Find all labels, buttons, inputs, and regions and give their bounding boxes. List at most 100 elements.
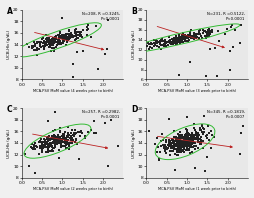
Point (166, 138, 170, 142)
Point (39, 144, 43, 148)
Point (187, 138, 191, 141)
Point (53, 40, 57, 43)
Point (183, 141, 187, 144)
Point (158, 43, 162, 46)
Point (56, 39, 60, 42)
Point (183, 145, 187, 148)
Point (35, 42, 39, 45)
Point (53, 145, 57, 148)
Point (180, 39, 184, 42)
Point (188, 143, 192, 147)
Point (91, 120, 96, 123)
Point (53, 144, 57, 147)
Point (177, 150, 181, 153)
Point (229, 24, 233, 27)
Point (209, 31, 213, 34)
Point (195, 136, 199, 140)
Point (192, 34, 196, 37)
Point (169, 142, 173, 145)
Point (57, 37, 61, 40)
Point (65, 140, 69, 143)
Point (40, 148, 44, 151)
Point (50, 36, 54, 39)
Point (178, 149, 182, 152)
Point (188, 136, 192, 139)
Point (201, 130, 205, 133)
Point (199, 143, 203, 146)
Point (38, 139, 42, 142)
Point (172, 40, 176, 43)
Point (65, 141, 69, 144)
Point (162, 40, 166, 43)
Point (78, 130, 82, 133)
Point (174, 39, 179, 42)
Point (177, 35, 181, 39)
Point (154, 137, 158, 140)
Point (187, 31, 192, 34)
Point (189, 136, 193, 139)
Point (68, 132, 72, 135)
Point (59, 138, 63, 141)
Point (193, 147, 197, 150)
Text: B: B (131, 7, 136, 16)
Point (66, 139, 70, 142)
Point (46, 140, 50, 143)
Point (42, 140, 46, 143)
Point (71, 62, 75, 65)
Point (50, 142, 54, 145)
Point (179, 149, 183, 152)
Point (47, 142, 52, 145)
Point (58, 130, 62, 133)
Point (45, 40, 49, 43)
Point (155, 42, 159, 45)
Point (53, 141, 57, 145)
Point (160, 39, 164, 42)
Point (179, 37, 183, 40)
Point (39, 145, 43, 148)
Point (203, 30, 207, 34)
Point (74, 27, 78, 30)
Point (178, 145, 182, 148)
Point (45, 39, 49, 42)
Point (51, 146, 55, 149)
Point (196, 141, 200, 144)
Point (52, 35, 56, 39)
Point (200, 29, 204, 32)
Point (189, 135, 193, 138)
Point (176, 148, 180, 151)
Point (180, 134, 184, 138)
Point (186, 142, 190, 145)
Point (58, 140, 62, 144)
Point (58, 137, 62, 140)
Point (45, 120, 49, 123)
Point (61, 133, 65, 136)
Point (163, 151, 167, 155)
Point (214, 74, 218, 77)
Point (175, 139, 179, 142)
Point (163, 138, 167, 141)
Point (185, 33, 189, 36)
Point (50, 137, 54, 140)
Point (182, 146, 186, 149)
Point (71, 75, 75, 78)
Point (163, 38, 167, 41)
Point (175, 143, 179, 147)
Point (176, 38, 180, 41)
Point (216, 40, 220, 43)
Point (194, 134, 198, 137)
Point (174, 36, 178, 39)
Point (181, 143, 185, 146)
Point (178, 143, 182, 146)
Point (161, 44, 165, 47)
Point (76, 30, 81, 33)
Point (156, 41, 160, 44)
Point (75, 34, 79, 37)
Point (59, 138, 63, 141)
Point (196, 31, 200, 34)
Point (44, 142, 49, 145)
Point (42, 44, 46, 48)
Point (153, 142, 157, 146)
Point (186, 132, 190, 135)
Point (64, 40, 68, 43)
Point (193, 145, 197, 148)
